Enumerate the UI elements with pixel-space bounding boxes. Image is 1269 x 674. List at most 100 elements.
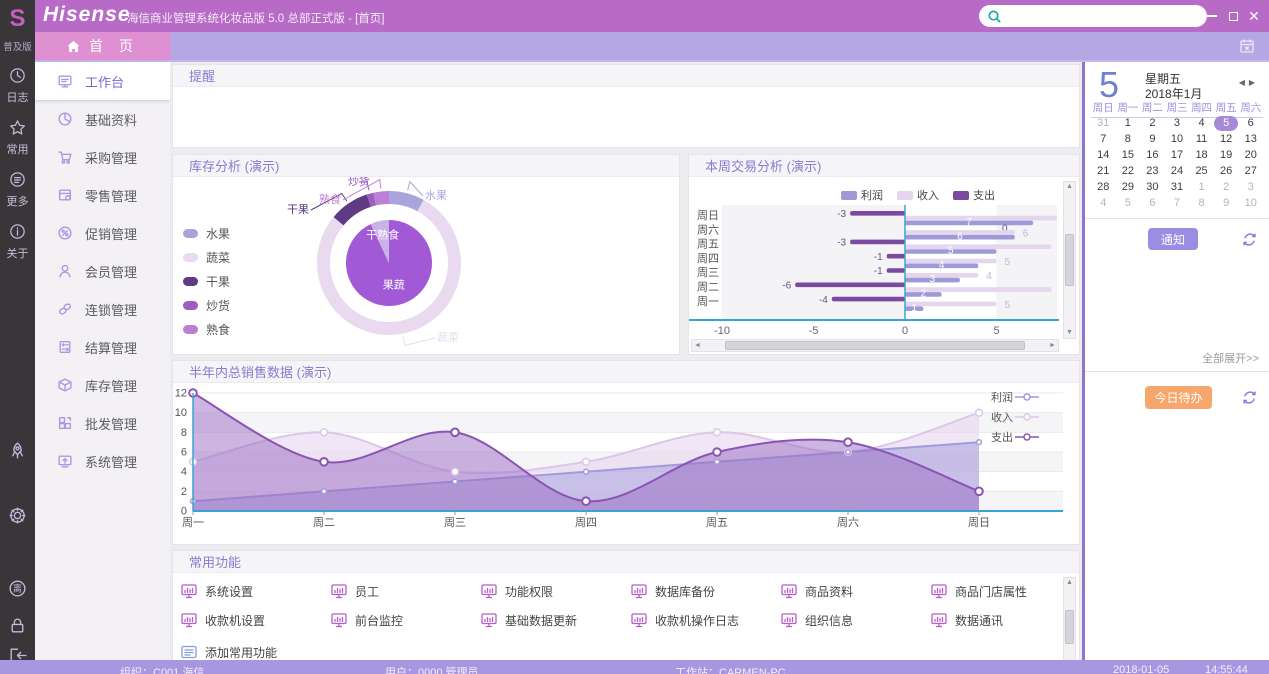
calendar-day[interactable]: 2 — [1149, 117, 1156, 129]
calendar-day[interactable]: 6 — [1149, 197, 1156, 209]
donut-legend-item[interactable]: 炒货 — [183, 297, 230, 314]
calendar-day[interactable]: 26 — [1220, 165, 1233, 177]
donut-legend-item[interactable]: 干果 — [183, 273, 230, 290]
calendar-day[interactable]: 29 — [1121, 181, 1134, 193]
calendar-day[interactable]: 5 — [1213, 116, 1239, 131]
common-function-item[interactable]: 基础数据更新 — [481, 612, 577, 629]
week-chart-vertical-scrollbar[interactable]: ▲ ▼ — [1063, 181, 1076, 339]
common-function-item[interactable]: 前台监控 — [331, 612, 403, 629]
common-function-item[interactable]: 收款机设置 — [181, 612, 265, 629]
calendar-day[interactable]: 10 — [1170, 133, 1184, 145]
calendar-day[interactable]: 12 — [1220, 133, 1233, 145]
calendar-day[interactable]: 2 — [1223, 181, 1230, 193]
common-panel-scrollbar[interactable]: ▲ ▼ — [1063, 577, 1076, 660]
minimize-button[interactable] — [1205, 9, 1219, 23]
calendar-day[interactable]: 3 — [1173, 117, 1181, 129]
menu-item-inventory[interactable]: 库存管理 — [35, 366, 170, 404]
common-function-item[interactable]: 数据库备份 — [631, 583, 715, 600]
calendar-day[interactable]: 13 — [1244, 133, 1257, 145]
calendar-day[interactable]: 6 — [1247, 117, 1254, 129]
common-function-item[interactable]: 数据通讯 — [931, 612, 1003, 629]
common-function-item[interactable]: 商品资料 — [781, 583, 853, 600]
calendar-day[interactable]: 19 — [1220, 149, 1233, 161]
calendar-day[interactable]: 25 — [1195, 165, 1208, 177]
rail-item-about[interactable]: 关于 — [7, 222, 29, 261]
scrollbar-thumb[interactable] — [1065, 610, 1074, 644]
menu-item-basics[interactable]: 基础资料 — [35, 100, 170, 138]
calendar-day[interactable]: 3 — [1247, 181, 1254, 193]
calendar-day[interactable]: 5 — [1124, 197, 1131, 209]
menu-item-system[interactable]: 系统管理 — [35, 442, 170, 480]
notify-button[interactable]: 通知 — [1148, 228, 1198, 250]
calendar-prev-icon[interactable]: ◀ — [1238, 78, 1249, 87]
rail-item-more[interactable]: 更多 — [7, 170, 29, 209]
calendar-day[interactable]: 22 — [1121, 165, 1134, 177]
calendar-day[interactable]: 1 — [1198, 181, 1205, 193]
calendar-day[interactable]: 16 — [1146, 149, 1159, 161]
scrollbar-thumb[interactable] — [725, 341, 1025, 350]
calendar-day[interactable]: 20 — [1244, 149, 1257, 161]
calendar-day[interactable]: 11 — [1195, 133, 1208, 145]
leave-icon[interactable]: 离 — [7, 578, 28, 599]
search-input[interactable] — [979, 5, 1207, 27]
rocket-icon[interactable] — [7, 440, 28, 461]
menu-item-wholesale[interactable]: 批发管理 — [35, 404, 170, 442]
common-function-item[interactable]: 员工 — [331, 583, 379, 600]
calendar-day[interactable]: 31 — [1097, 117, 1110, 129]
calendar-day[interactable]: 9 — [1149, 133, 1156, 145]
common-function-item[interactable]: 商品门店属性 — [931, 583, 1027, 600]
calendar-day[interactable]: 4 — [1198, 117, 1205, 129]
calendar-day[interactable]: 21 — [1097, 165, 1110, 177]
lock-icon[interactable] — [7, 615, 28, 636]
refresh-notify-icon[interactable] — [1242, 232, 1257, 247]
donut-legend-item[interactable]: 蔬菜 — [183, 249, 230, 266]
common-function-item[interactable]: 功能权限 — [481, 583, 553, 600]
calendar-day[interactable]: 8 — [1198, 197, 1205, 209]
calendar-day[interactable]: 23 — [1146, 165, 1159, 177]
scroll-left-icon[interactable]: ◄ — [694, 341, 701, 349]
calendar-day[interactable]: 14 — [1097, 149, 1110, 161]
calendar-day[interactable]: 7 — [1173, 197, 1181, 209]
scroll-up-icon[interactable]: ▲ — [1066, 183, 1073, 190]
calendar-day[interactable]: 15 — [1121, 149, 1134, 161]
menu-item-member[interactable]: 会员管理 — [35, 252, 170, 290]
calendar-day[interactable]: 4 — [1100, 197, 1107, 209]
close-page-icon[interactable] — [1239, 38, 1255, 54]
donut-legend-item[interactable]: 水果 — [183, 225, 230, 242]
maximize-button[interactable] — [1226, 9, 1240, 23]
menu-item-workbench[interactable]: 工作台 — [35, 62, 170, 100]
calendar-next-icon[interactable]: ▶ — [1248, 78, 1259, 87]
calendar-day[interactable]: 31 — [1170, 181, 1184, 193]
tab-home[interactable]: 首 页 — [35, 32, 170, 60]
rail-item-star[interactable]: 常用 — [7, 118, 29, 157]
calendar-day[interactable]: 10 — [1244, 197, 1257, 209]
scroll-up-icon[interactable]: ▲ — [1066, 579, 1073, 586]
common-function-item[interactable]: 组织信息 — [781, 612, 853, 629]
calendar-day[interactable]: 9 — [1223, 197, 1230, 209]
donut-legend-item[interactable]: 熟食 — [183, 321, 230, 338]
menu-item-promo[interactable]: 促销管理 — [35, 214, 170, 252]
calendar-day[interactable]: 8 — [1124, 133, 1131, 145]
close-button[interactable]: ✕ — [1247, 9, 1261, 23]
calendar-day[interactable]: 24 — [1170, 165, 1184, 177]
calendar-day[interactable]: 17 — [1170, 149, 1184, 161]
menu-item-purchase[interactable]: 采购管理 — [35, 138, 170, 176]
scrollbar-thumb[interactable] — [1065, 234, 1074, 286]
calendar-day[interactable]: 27 — [1244, 165, 1257, 177]
calendar-day[interactable]: 30 — [1146, 181, 1159, 193]
rail-item-history[interactable]: 日志 — [7, 66, 29, 105]
todo-button[interactable]: 今日待办 — [1145, 386, 1212, 409]
calendar-day[interactable]: 7 — [1100, 133, 1107, 145]
add-common-function[interactable]: 添加常用功能 — [181, 644, 277, 660]
calendar-day[interactable]: 18 — [1195, 149, 1208, 161]
menu-item-chain[interactable]: 连锁管理 — [35, 290, 170, 328]
scroll-down-icon[interactable]: ▼ — [1066, 329, 1073, 336]
calendar-day[interactable]: 28 — [1097, 181, 1110, 193]
common-function-item[interactable]: 收款机操作日志 — [631, 612, 739, 629]
calendar-day[interactable]: 1 — [1124, 117, 1131, 129]
expand-all-link[interactable]: 全部展开>> — [1202, 353, 1259, 365]
common-function-item[interactable]: 系统设置 — [181, 583, 253, 600]
gear-icon[interactable] — [7, 505, 28, 526]
menu-item-settle[interactable]: 结算管理 — [35, 328, 170, 366]
refresh-todo-icon[interactable] — [1242, 390, 1257, 405]
